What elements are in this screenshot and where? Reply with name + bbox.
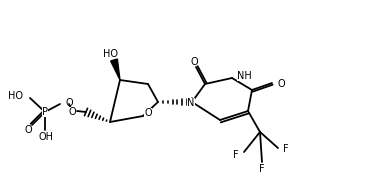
Text: OH: OH xyxy=(38,132,54,142)
Text: O: O xyxy=(190,57,198,67)
Text: N: N xyxy=(187,98,195,108)
Text: F: F xyxy=(259,164,265,174)
Text: HO: HO xyxy=(8,91,23,101)
Text: O: O xyxy=(68,107,76,117)
Text: O: O xyxy=(144,108,152,118)
Text: NH: NH xyxy=(237,71,252,81)
Text: P: P xyxy=(42,107,48,117)
Polygon shape xyxy=(110,59,120,80)
Text: F: F xyxy=(283,144,289,154)
Text: O: O xyxy=(65,98,73,108)
Text: O: O xyxy=(278,79,286,89)
Text: F: F xyxy=(233,150,239,160)
Text: O: O xyxy=(24,125,32,135)
Text: HO: HO xyxy=(103,49,119,59)
